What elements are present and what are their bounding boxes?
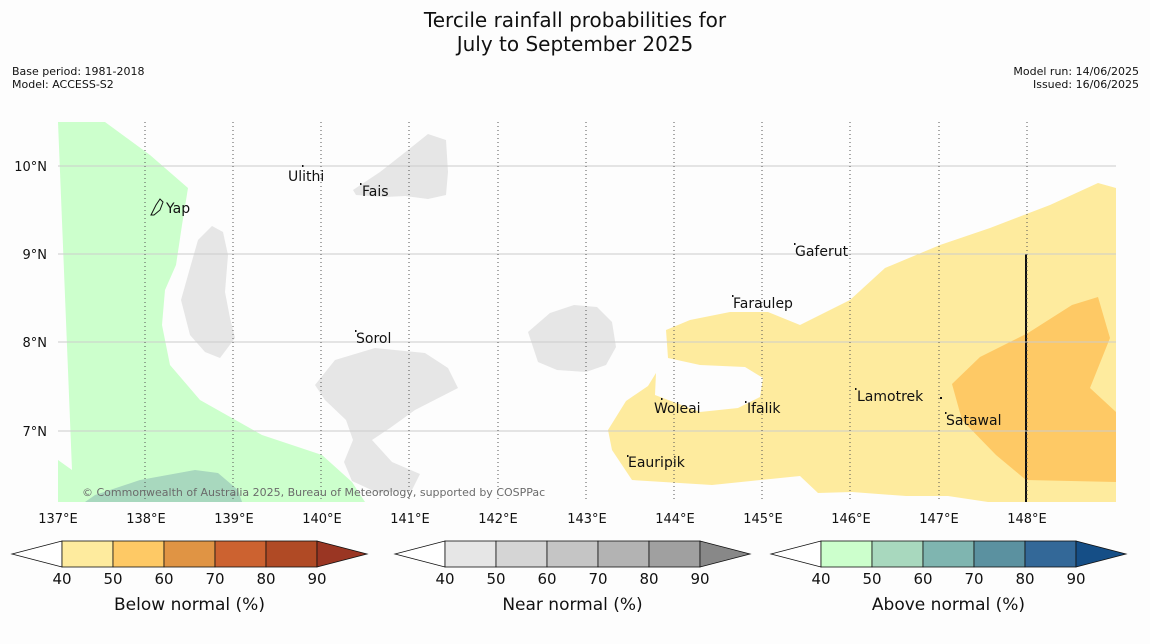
lat-label-7n: 7°N — [23, 425, 48, 440]
colorbar-near-normal-tick: 40 — [435, 570, 454, 588]
colorbar-above-normal-tick: 70 — [964, 570, 983, 588]
colorbar-below-normal-tick: 80 — [256, 570, 275, 588]
lon-label-142e: 142°E — [478, 512, 518, 527]
colorbar-below-normal-segment — [265, 540, 318, 568]
map-title: Tercile rainfall probabilities for July … — [0, 8, 1150, 56]
place-label-woleai: Woleai — [654, 401, 701, 417]
lon-label-140e: 140°E — [302, 512, 342, 527]
colorbar-below-normal-title: Below normal (%) — [114, 595, 265, 615]
lon-label-138e: 138°E — [126, 512, 166, 527]
near-normal-region-2 — [181, 226, 235, 358]
colorbar-below-normal-segment — [163, 540, 216, 568]
lon-label-147e: 147°E — [919, 512, 959, 527]
colorbar-above-normal-title: Above normal (%) — [872, 595, 1025, 615]
place-label-ulithi: Ulithi — [288, 169, 324, 185]
lat-label-9n: 9°N — [23, 248, 48, 263]
issued-date: Issued: 16/06/2025 — [1032, 78, 1139, 91]
place-label-eauripik: Eauripik — [628, 455, 686, 471]
colorbar-below-normal-tick: 60 — [154, 570, 173, 588]
near-normal-region-4 — [528, 305, 616, 372]
place-label-satawal: Satawal — [946, 413, 1001, 429]
lon-label-137e: 137°E — [38, 512, 78, 527]
probability-map: Ulithi Fais Yap Gaferut Faraulep Sorol L… — [58, 122, 1116, 502]
island-dots — [302, 165, 947, 457]
model-name: Model: ACCESS-S2 — [12, 78, 114, 91]
colorbar-above-normal-tick: 50 — [862, 570, 881, 588]
place-label-fais: Fais — [362, 184, 389, 200]
yap-island-shape — [150, 198, 164, 216]
place-label-ifalik: Ifalik — [747, 401, 781, 417]
colorbar-below-normal-segment — [214, 540, 267, 568]
place-label-yap: Yap — [165, 201, 190, 217]
lon-label-145e: 145°E — [743, 512, 783, 527]
colorbar-above-normal-tick: 60 — [913, 570, 932, 588]
colorbar-near-normal-title: Near normal (%) — [502, 595, 642, 615]
colorbar-near-normal-tick: 90 — [690, 570, 709, 588]
colorbar-near-normal: 40 50 60 70 80 90 Near normal (%) — [393, 540, 752, 615]
lon-label-144e: 144°E — [655, 512, 695, 527]
colorbar-below-normal-segment — [61, 540, 114, 568]
colorbar-above-normal: 40 50 60 70 80 90 Above normal (%) — [769, 540, 1128, 615]
colorbar-near-normal-tick: 60 — [537, 570, 556, 588]
colorbar-near-normal-tick: 80 — [639, 570, 658, 588]
colorbar-near-normal-tick: 50 — [486, 570, 505, 588]
colorbar-near-normal-segment — [648, 540, 701, 568]
colorbar-above-normal-segment — [922, 540, 975, 568]
lon-label-148e: 148°E — [1007, 512, 1047, 527]
colorbar-below-normal-tick: 50 — [103, 570, 122, 588]
model-run-info: Model run: 14/06/2025 Issued: 16/06/2025 — [1013, 65, 1139, 91]
longitude-axis: 137°E 138°E 139°E 140°E 141°E 142°E 143°… — [38, 512, 1047, 527]
colorbar-above-normal-segment — [820, 540, 873, 568]
colorbar-above-normal-segment — [871, 540, 924, 568]
colorbar-near-normal-low-arrow — [393, 540, 446, 568]
colorbar-near-normal-segment — [444, 540, 497, 568]
colorbar-above-normal-segment — [973, 540, 1026, 568]
above-normal-region-50 — [85, 470, 242, 502]
colorbar-above-normal-tick: 90 — [1066, 570, 1085, 588]
title-line-1: Tercile rainfall probabilities for — [423, 8, 727, 32]
title-line-2: July to September 2025 — [456, 32, 694, 56]
colorbar-near-normal-tick: 70 — [588, 570, 607, 588]
place-label-sorol: Sorol — [356, 331, 391, 347]
colorbar-above-normal-low-arrow — [769, 540, 822, 568]
latitude-axis: 10°N 9°N 8°N 7°N — [14, 160, 47, 440]
colorbar-near-normal-segment — [597, 540, 650, 568]
colorbar-below-normal-low-arrow — [10, 540, 63, 568]
colorbar-below-normal-tick: 90 — [307, 570, 326, 588]
place-label-lamotrek: Lamotrek — [857, 389, 924, 405]
longitude-gridlines — [144, 122, 1028, 502]
colorbar-near-normal-segment — [495, 540, 548, 568]
colorbar-near-normal-segment — [546, 540, 599, 568]
lat-label-8n: 8°N — [23, 336, 48, 351]
colorbar-below-normal: 40 50 60 70 80 90 Below normal (%) — [10, 540, 369, 615]
below-normal-region-60 — [952, 297, 1116, 482]
latitude-gridlines — [58, 165, 1116, 432]
lon-label-143e: 143°E — [567, 512, 607, 527]
colorbar-below-normal-high-arrow — [316, 540, 369, 568]
model-run-date: Model run: 14/06/2025 — [1013, 65, 1139, 78]
above-normal-region-west — [58, 122, 365, 502]
lon-label-146e: 146°E — [831, 512, 871, 527]
place-label-faraulep: Faraulep — [733, 296, 793, 312]
colorbar-above-normal-high-arrow — [1075, 540, 1128, 568]
copyright-notice: © Commonwealth of Australia 2025, Bureau… — [82, 486, 545, 499]
near-normal-region-3 — [315, 348, 458, 493]
colorbar-below-normal-segment — [112, 540, 165, 568]
colorbar-above-normal-segment — [1024, 540, 1077, 568]
colorbar-above-normal-tick: 40 — [811, 570, 830, 588]
lat-label-10n: 10°N — [14, 160, 47, 175]
base-period: Base period: 1981-2018 — [12, 65, 145, 78]
colorbar-above-normal-tick: 80 — [1015, 570, 1034, 588]
lon-label-141e: 141°E — [390, 512, 430, 527]
colorbar-below-normal-tick: 70 — [205, 570, 224, 588]
colorbar-near-normal-high-arrow — [699, 540, 752, 568]
lon-label-139e: 139°E — [214, 512, 254, 527]
base-period-info: Base period: 1981-2018 Model: ACCESS-S2 — [12, 65, 144, 91]
place-label-gaferut: Gaferut — [795, 244, 849, 260]
colorbar-below-normal-tick: 40 — [52, 570, 71, 588]
